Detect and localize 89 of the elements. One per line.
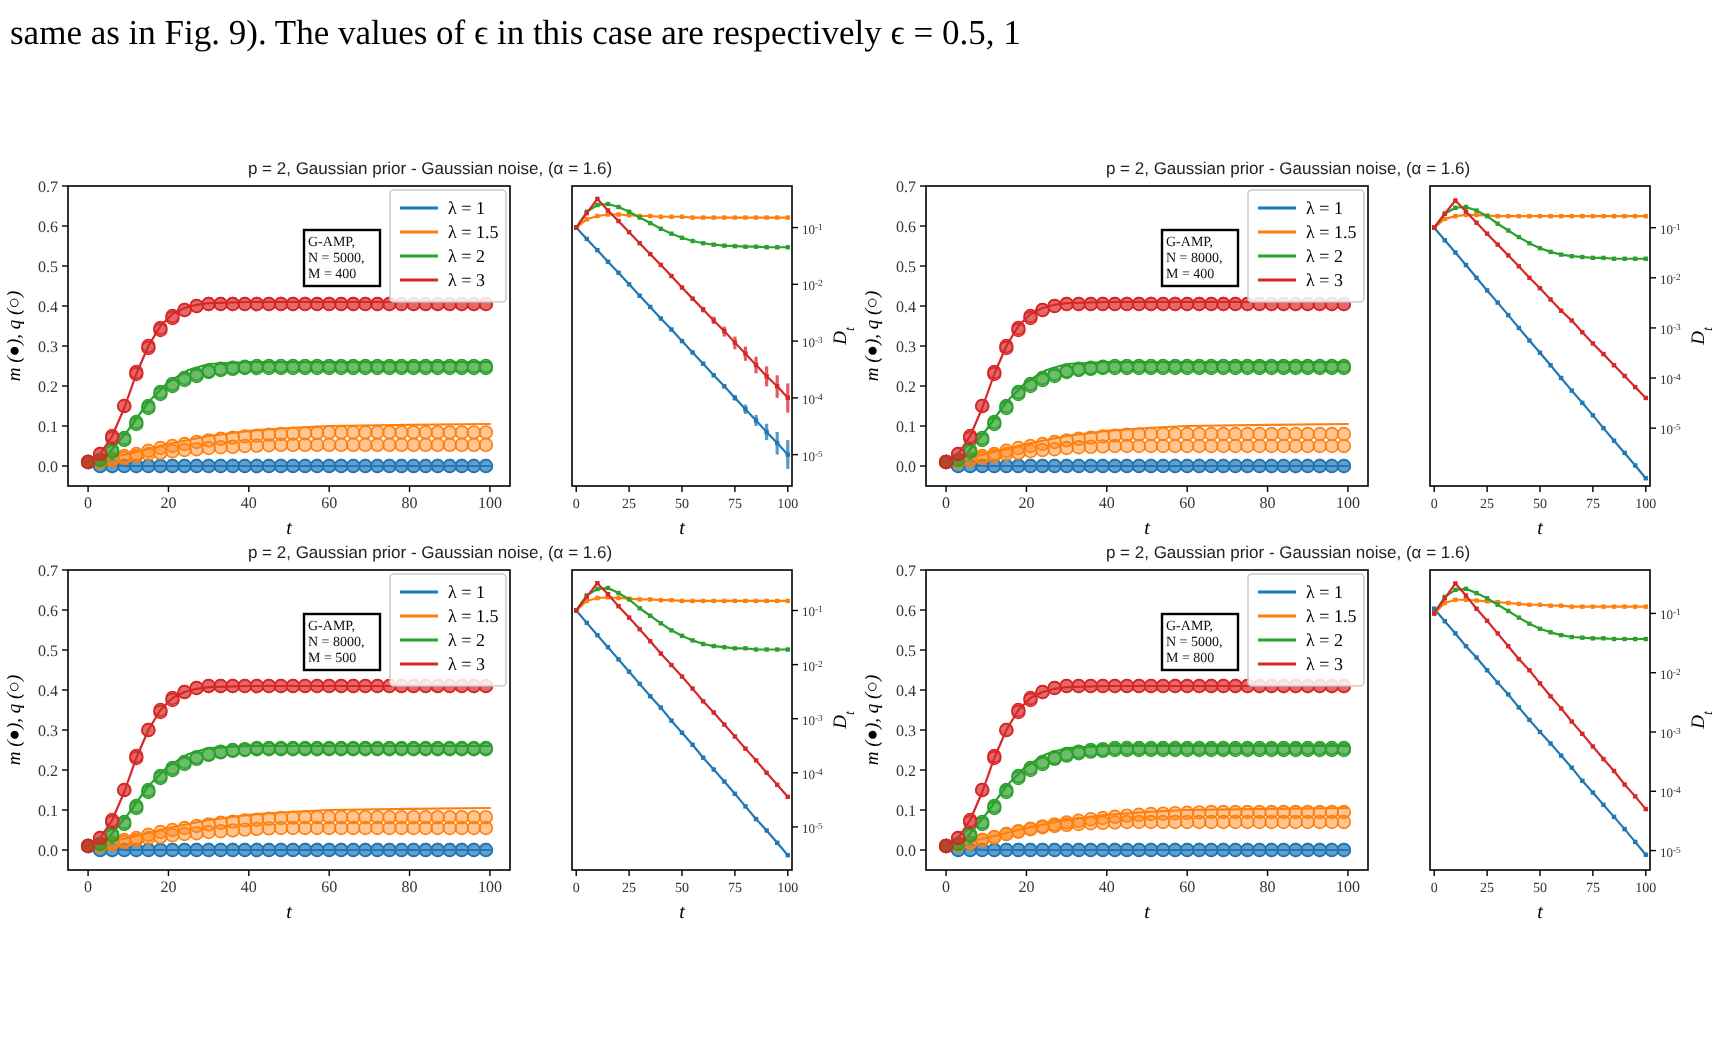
legend-label: λ = 1.5 (448, 222, 500, 242)
x-tick-label: 40 (240, 494, 257, 512)
x-axis-title: t (286, 518, 293, 540)
x-tick-label: 20 (1018, 494, 1035, 512)
y-tick-label: 0.5 (896, 258, 916, 276)
x-tick-label: 0 (942, 878, 951, 896)
y-tick-label: 0.4 (896, 682, 916, 700)
legend-label: λ = 3 (1306, 654, 1344, 674)
x-tick-label: 60 (321, 878, 338, 896)
y-tick-label: 0.3 (896, 338, 916, 356)
legend-label: λ = 3 (448, 654, 486, 674)
y-tick-label: 0.1 (896, 802, 916, 820)
y-tick-label: 0.3 (38, 338, 58, 356)
y-tick-label: 0.2 (896, 762, 916, 780)
legend-label: λ = 2 (448, 246, 485, 266)
chart-title: p = 2, Gaussian prior - Gaussian noise, (α = 1.6) (1105, 158, 1471, 178)
x-axis-title: t (1537, 902, 1544, 924)
y-tick-label: 0.6 (896, 602, 916, 620)
x-tick-label: 100 (477, 878, 502, 896)
x-tick-label: 80 (401, 878, 418, 896)
y-axis-title: m (●), q (○) (864, 674, 884, 766)
y-tick-label: 0.0 (896, 842, 916, 860)
legend-label: λ = 1.5 (1306, 606, 1358, 626)
x-tick-label: 0 (84, 878, 93, 896)
y-tick-label: 0.7 (38, 562, 58, 580)
y-axis-title: m (●), q (○) (6, 290, 26, 382)
y-axis-title: m (●), q (○) (6, 674, 26, 766)
y-tick-label: 0.5 (38, 642, 58, 660)
x-tick-label: 100 (1335, 878, 1360, 896)
legend-label: λ = 1.5 (1306, 222, 1358, 242)
y-tick-label: 0.1 (896, 418, 916, 436)
y-tick-label: 0.0 (896, 458, 916, 476)
y-tick-label: 0.2 (896, 378, 916, 396)
y-tick-label: 0.4 (896, 298, 916, 316)
legend-label: λ = 2 (1306, 246, 1343, 266)
y-tick-label: 0.3 (896, 722, 916, 740)
x-axis-title: t (1537, 518, 1544, 540)
text: same as in Fig. 9). The values of ϵ in this case are respectively ϵ = 0.5, 1 (10, 12, 1021, 52)
y-tick-label: 0.5 (896, 642, 916, 660)
y-axis-title: m (●), q (○) (864, 290, 884, 382)
y-tick-label: 0.7 (38, 178, 58, 196)
y-tick-label: 0.3 (38, 722, 58, 740)
x-tick-label: 0 (942, 494, 951, 512)
x-axis-title: t (286, 902, 293, 924)
legend-label: λ = 1 (1306, 198, 1343, 218)
legend-label: λ = 2 (448, 630, 485, 650)
y-tick-label: 0.6 (38, 218, 58, 236)
x-tick-label: 60 (321, 494, 338, 512)
y-tick-label: 0.6 (38, 602, 58, 620)
chart-title: p = 2, Gaussian prior - Gaussian noise, (α = 1.6) (247, 542, 613, 562)
legend-label: λ = 3 (448, 270, 486, 290)
x-axis-title: t (1144, 518, 1151, 540)
y-tick-label: 0.2 (38, 378, 58, 396)
x-tick-label: 100 (477, 494, 502, 512)
x-axis-title: t (1144, 902, 1151, 924)
y-tick-label: 0.1 (38, 802, 58, 820)
legend-label: λ = 1 (448, 582, 485, 602)
x-tick-label: 20 (160, 878, 177, 896)
x-tick-label: 20 (1018, 878, 1035, 896)
x-tick-label: 60 (1179, 494, 1196, 512)
y-tick-label: 0.0 (38, 842, 58, 860)
x-tick-label: 60 (1179, 878, 1196, 896)
y-tick-label: 0.4 (38, 298, 58, 316)
legend-label: λ = 1.5 (448, 606, 500, 626)
x-tick-label: 40 (1098, 494, 1115, 512)
legend-label: λ = 1 (1306, 582, 1343, 602)
y-tick-label: 0.7 (896, 562, 916, 580)
x-tick-label: 40 (240, 878, 257, 896)
legend-label: λ = 2 (1306, 630, 1343, 650)
y-tick-label: 0.4 (38, 682, 58, 700)
y-tick-label: 0.5 (38, 258, 58, 276)
x-axis-title: t (679, 518, 686, 540)
y-tick-label: 0.6 (896, 218, 916, 236)
y-tick-label: 0.0 (38, 458, 58, 476)
y-tick-label: 0.7 (896, 178, 916, 196)
x-tick-label: 80 (401, 494, 418, 512)
y-tick-label: 0.1 (38, 418, 58, 436)
x-tick-label: 80 (1259, 878, 1276, 896)
chart-title: p = 2, Gaussian prior - Gaussian noise, (α = 1.6) (1105, 542, 1471, 562)
legend-label: λ = 1 (448, 198, 485, 218)
x-tick-label: 40 (1098, 878, 1115, 896)
x-axis-title: t (679, 902, 686, 924)
x-tick-label: 100 (1335, 494, 1360, 512)
x-tick-label: 0 (84, 494, 93, 512)
y-tick-label: 0.2 (38, 762, 58, 780)
x-tick-label: 20 (160, 494, 177, 512)
chart-title: p = 2, Gaussian prior - Gaussian noise, (α = 1.6) (247, 158, 613, 178)
x-tick-label: 80 (1259, 494, 1276, 512)
legend-label: λ = 3 (1306, 270, 1344, 290)
